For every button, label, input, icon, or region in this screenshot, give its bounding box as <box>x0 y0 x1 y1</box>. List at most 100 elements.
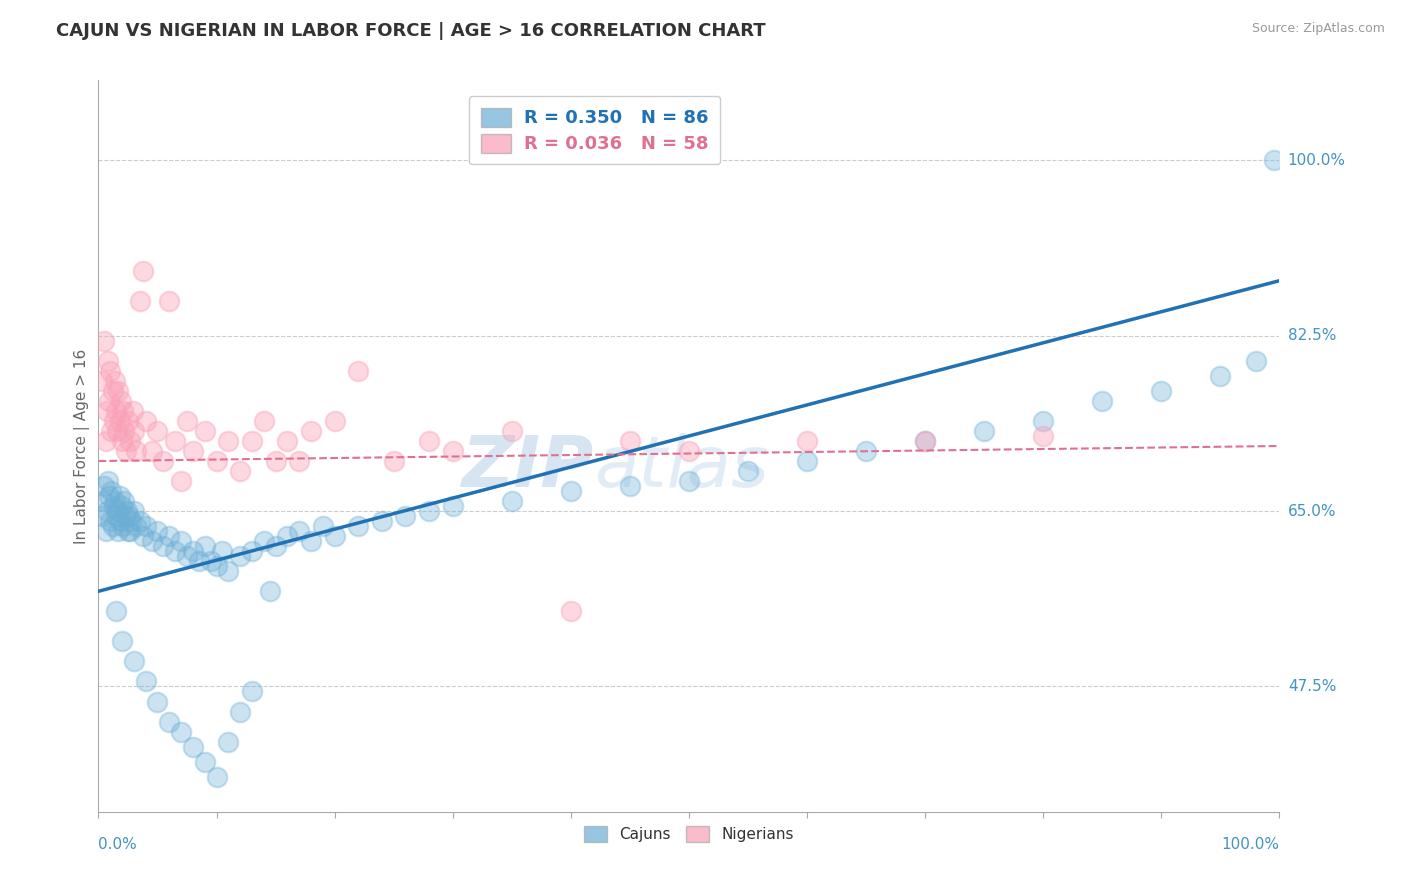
Point <box>418 434 440 448</box>
Point <box>347 519 370 533</box>
Point <box>108 414 131 428</box>
Point <box>146 524 169 538</box>
Point <box>441 444 464 458</box>
Point <box>737 464 759 478</box>
Point <box>91 509 114 524</box>
Point <box>276 529 298 543</box>
Point <box>205 559 228 574</box>
Point <box>229 705 252 719</box>
Point <box>1150 384 1173 398</box>
Point <box>122 504 145 518</box>
Point <box>128 293 150 308</box>
Point <box>121 514 143 528</box>
Point <box>96 404 118 418</box>
Point <box>98 364 121 378</box>
Point <box>135 519 157 533</box>
Text: Source: ZipAtlas.com: Source: ZipAtlas.com <box>1251 22 1385 36</box>
Point <box>111 499 134 513</box>
Point <box>211 544 233 558</box>
Point <box>122 424 145 438</box>
Point <box>418 504 440 518</box>
Point <box>1244 354 1267 368</box>
Point <box>855 444 877 458</box>
Point <box>152 454 174 468</box>
Point <box>619 434 641 448</box>
Point <box>276 434 298 448</box>
Point <box>96 504 118 518</box>
Point <box>560 484 582 499</box>
Point <box>93 479 115 493</box>
Point <box>146 694 169 708</box>
Point <box>288 524 311 538</box>
Point <box>259 584 281 599</box>
Point <box>441 499 464 513</box>
Point <box>194 539 217 553</box>
Point <box>105 509 128 524</box>
Point <box>347 364 370 378</box>
Point <box>146 424 169 438</box>
Point <box>371 514 394 528</box>
Point <box>796 454 818 468</box>
Point <box>132 529 155 543</box>
Point <box>100 424 122 438</box>
Point <box>1032 429 1054 443</box>
Point <box>101 384 124 398</box>
Point <box>323 529 346 543</box>
Point <box>240 544 263 558</box>
Point <box>229 549 252 564</box>
Point <box>152 539 174 553</box>
Point <box>170 724 193 739</box>
Point <box>112 404 135 418</box>
Point <box>217 434 239 448</box>
Point <box>253 534 276 549</box>
Point <box>619 479 641 493</box>
Point <box>111 634 134 648</box>
Point <box>105 404 128 418</box>
Point <box>91 374 114 388</box>
Point <box>253 414 276 428</box>
Point <box>103 499 125 513</box>
Text: atlas: atlas <box>595 434 769 502</box>
Point <box>501 494 523 508</box>
Point <box>132 263 155 277</box>
Point <box>240 684 263 698</box>
Point <box>165 434 187 448</box>
Point <box>217 734 239 748</box>
Point <box>125 519 148 533</box>
Point <box>114 444 136 458</box>
Point <box>323 414 346 428</box>
Point <box>299 534 322 549</box>
Point <box>1209 368 1232 383</box>
Point <box>796 434 818 448</box>
Point <box>125 444 148 458</box>
Point <box>103 414 125 428</box>
Point <box>112 494 135 508</box>
Point <box>170 474 193 488</box>
Point <box>560 604 582 618</box>
Point <box>240 434 263 448</box>
Point <box>170 534 193 549</box>
Point <box>122 655 145 669</box>
Point <box>98 393 121 408</box>
Point <box>205 770 228 784</box>
Point <box>194 424 217 438</box>
Point <box>120 434 142 448</box>
Legend: Cajuns, Nigerians: Cajuns, Nigerians <box>578 820 800 848</box>
Point <box>299 424 322 438</box>
Point <box>100 484 122 499</box>
Point <box>110 514 132 528</box>
Point <box>128 514 150 528</box>
Point <box>200 554 222 568</box>
Point <box>382 454 405 468</box>
Point <box>501 424 523 438</box>
Point <box>120 524 142 538</box>
Point <box>194 755 217 769</box>
Point <box>98 489 121 503</box>
Point <box>105 504 128 518</box>
Text: 100.0%: 100.0% <box>1222 837 1279 852</box>
Text: ZIP: ZIP <box>463 434 595 502</box>
Point <box>107 384 129 398</box>
Point <box>118 509 141 524</box>
Point <box>181 444 204 458</box>
Point <box>205 454 228 468</box>
